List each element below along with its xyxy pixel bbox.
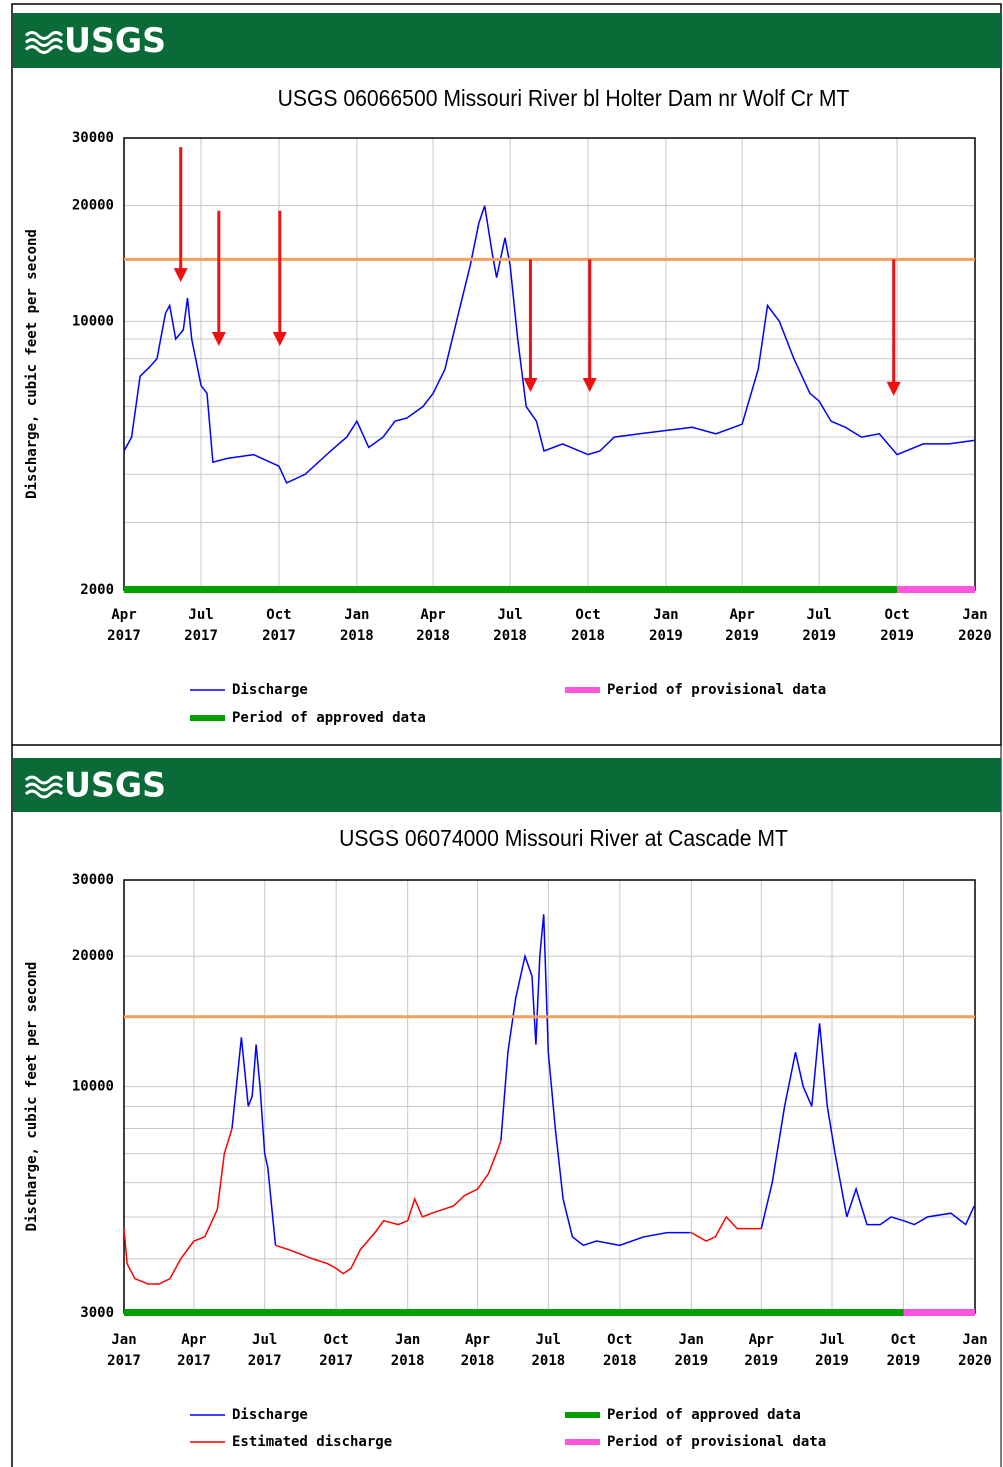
logo-wave (24, 775, 64, 785)
legend-swatch (190, 715, 225, 721)
arrow-head (886, 381, 901, 396)
x-tick-label: Apr (749, 1332, 774, 1348)
legend-swatch (565, 1412, 600, 1418)
x-tick-label: 2017 (107, 628, 141, 644)
x-tick-label: Oct (891, 1332, 916, 1348)
period-bar (124, 1309, 904, 1316)
header-bar (13, 758, 1001, 812)
x-tick-label: 2020 (958, 1353, 992, 1369)
panel-border (11, 3, 1002, 746)
x-tick-label: 2017 (177, 1353, 211, 1369)
y-tick-label: 10000 (72, 313, 114, 329)
x-tick-label: Apr (729, 607, 754, 623)
x-tick-label: Jan (344, 607, 369, 623)
x-tick-label: Jul (807, 607, 832, 623)
y-tick-label: 20000 (72, 948, 114, 964)
x-tick-label: 2019 (674, 1353, 708, 1369)
x-tick-label: 2019 (649, 628, 683, 644)
logo-wave (24, 38, 64, 47)
arrow-head (523, 377, 538, 392)
x-tick-label: Apr (420, 607, 445, 623)
y-tick-label: 2000 (80, 582, 114, 598)
header-bar (13, 13, 1001, 68)
x-tick-label: 2018 (493, 628, 527, 644)
arrow-head (173, 268, 188, 283)
logo: USGS (64, 21, 166, 61)
legend-swatch (565, 687, 600, 693)
legend-swatch (565, 1439, 600, 1445)
y-tick-label: 20000 (72, 198, 114, 214)
logo-wave (24, 45, 64, 54)
x-tick-label: 2019 (802, 628, 836, 644)
x-tick-label: Apr (465, 1332, 490, 1348)
arrow-head (211, 331, 226, 346)
logo-wave (24, 782, 64, 792)
x-tick-label: Oct (884, 607, 909, 623)
arrow-head (272, 331, 287, 346)
legend-label: Estimated discharge (232, 1434, 392, 1450)
x-tick-label: 2018 (391, 1353, 425, 1369)
x-tick-label: 2017 (262, 628, 296, 644)
x-tick-label: 2018 (461, 1353, 495, 1369)
x-tick-label: 2019 (880, 628, 914, 644)
x-tick-label: Oct (324, 1332, 349, 1348)
period-bar (903, 1309, 975, 1316)
x-tick-label: 2019 (887, 1353, 921, 1369)
x-tick-label: 2018 (416, 628, 450, 644)
data-line (123, 1128, 762, 1285)
y-tick-label: 30000 (72, 130, 114, 146)
x-tick-label: 2018 (571, 628, 605, 644)
period-bar (124, 586, 898, 593)
x-tick-label: Jan (395, 1332, 420, 1348)
x-tick-label: Apr (181, 1332, 206, 1348)
x-tick-label: 2019 (815, 1353, 849, 1369)
x-tick-label: 2019 (744, 1353, 778, 1369)
legend-label: Period of approved data (607, 1407, 801, 1423)
y-axis-label: Discharge, cubic feet per second (24, 962, 40, 1232)
x-tick-label: 2018 (531, 1353, 565, 1369)
x-tick-label: 2017 (184, 628, 218, 644)
x-tick-label: Jan (962, 607, 987, 623)
chart-title: USGS 06066500 Missouri River bl Holter D… (278, 85, 850, 111)
x-tick-label: Oct (266, 607, 291, 623)
y-axis-label: Discharge, cubic feet per second (24, 229, 40, 499)
x-tick-label: Oct (607, 1332, 632, 1348)
x-tick-label: 2018 (340, 628, 374, 644)
x-tick-label: 2017 (248, 1353, 282, 1369)
x-tick-label: 2018 (603, 1353, 637, 1369)
x-tick-label: Jan (653, 607, 678, 623)
legend-label: Discharge (232, 682, 308, 698)
y-tick-label: 30000 (72, 872, 114, 888)
chart-title: USGS 06074000 Missouri River at Cascade … (339, 825, 788, 851)
logo: USGS (64, 766, 166, 806)
y-tick-label: 10000 (72, 1079, 114, 1095)
legend-label: Period of provisional data (607, 1434, 826, 1450)
y-tick-label: 3000 (80, 1305, 114, 1321)
x-tick-label: Jul (252, 1332, 277, 1348)
x-tick-label: Jul (497, 607, 522, 623)
period-bar (897, 586, 975, 593)
x-tick-label: Jul (536, 1332, 561, 1348)
x-tick-label: 2019 (725, 628, 759, 644)
logo-wave (24, 789, 64, 799)
legend-label: Period of approved data (232, 710, 426, 726)
data-line (123, 205, 975, 484)
legend-label: Period of provisional data (607, 682, 826, 698)
x-tick-label: 2017 (319, 1353, 353, 1369)
x-tick-label: Apr (111, 607, 136, 623)
x-tick-label: Jan (111, 1332, 136, 1348)
logo-wave (24, 31, 64, 40)
x-tick-label: 2017 (107, 1353, 141, 1369)
x-tick-label: Jul (819, 1332, 844, 1348)
x-tick-label: Oct (575, 607, 600, 623)
data-line (231, 914, 975, 1247)
x-tick-label: Jan (679, 1332, 704, 1348)
x-tick-label: 2020 (958, 628, 992, 644)
x-tick-label: Jan (962, 1332, 987, 1348)
legend-label: Discharge (232, 1407, 308, 1423)
arrow-head (582, 377, 597, 392)
x-tick-label: Jul (188, 607, 213, 623)
